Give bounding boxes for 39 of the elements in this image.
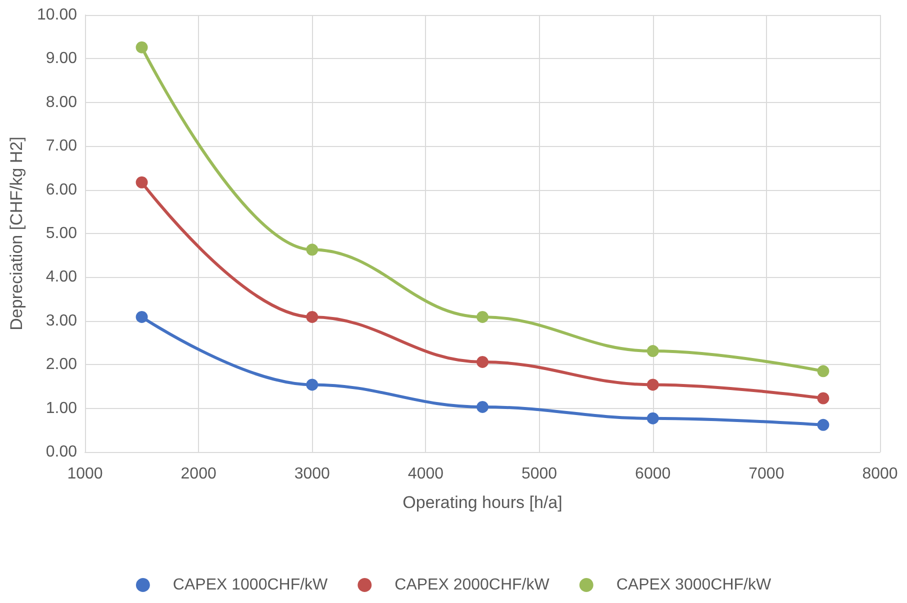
point [136, 310, 148, 323]
point [646, 345, 659, 358]
x-tick-label: 3000 [294, 466, 330, 482]
x-tick-label: 7000 [748, 466, 784, 482]
point [476, 310, 488, 323]
point [817, 365, 830, 378]
point [817, 418, 830, 431]
point [646, 378, 659, 391]
point [306, 244, 318, 256]
point [476, 356, 488, 368]
x-tick-label: 8000 [862, 466, 898, 482]
x-tick-label: 5000 [521, 466, 558, 482]
x-tick-label: 2000 [180, 466, 216, 482]
point [306, 378, 318, 391]
point [306, 310, 318, 323]
y-tick-label: 10.00 [36, 6, 78, 24]
y-tick-label: 8.00 [46, 94, 78, 111]
legend-label: CAPEX 2000CHF/kW [394, 576, 550, 594]
x-tick-label: 1000 [67, 466, 103, 482]
y-tick-label: 2.00 [46, 356, 78, 374]
x-axis-title: Operating hours [h/a] [402, 493, 562, 512]
legend-label: CAPEX 1000CHF/kW [172, 576, 329, 594]
y-tick-label: 4.00 [46, 268, 78, 286]
y-tick-label: 3.00 [46, 312, 78, 330]
legend-label: CAPEX 3000CHF/kW [616, 576, 772, 594]
y-tick-label: 6.00 [46, 181, 78, 198]
x-tick-label: 4000 [408, 466, 444, 482]
point [136, 41, 148, 54]
y-axis-title: Depreciation [CHF/kg H2] [7, 136, 26, 330]
point [136, 176, 148, 188]
y-tick-label: 7.00 [46, 138, 78, 155]
x-tick-label: 6000 [635, 466, 671, 482]
y-tick-label: 9.00 [46, 50, 78, 68]
point [817, 392, 830, 404]
point [476, 400, 488, 413]
point [646, 412, 659, 424]
y-tick-label: 0.00 [46, 444, 78, 460]
y-tick-label: 5.00 [46, 225, 78, 242]
y-tick-label: 1.00 [46, 400, 78, 417]
